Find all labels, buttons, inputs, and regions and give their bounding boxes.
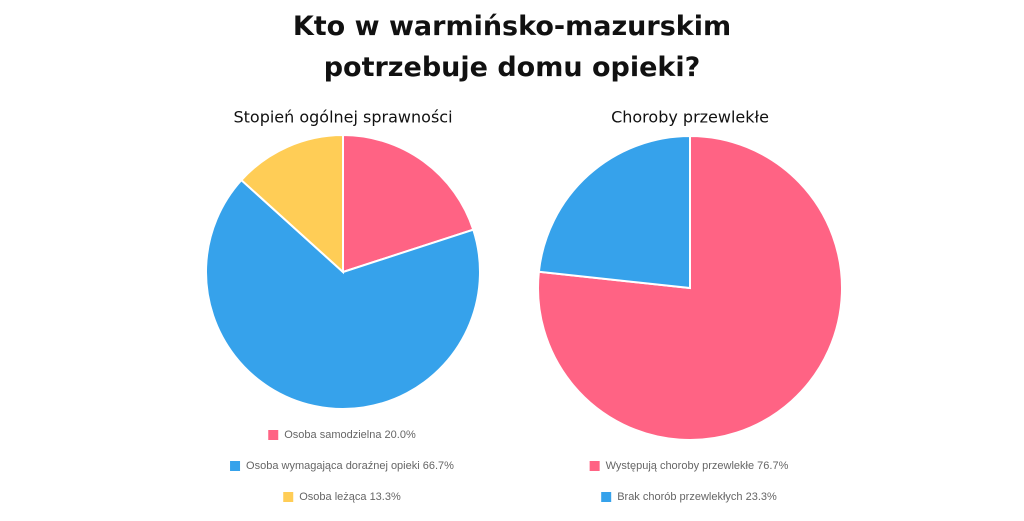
- chart-title: Stopień ogólnej sprawności: [233, 108, 452, 127]
- legend-value: 66.7%: [423, 460, 454, 472]
- legend-label: Osoba wymagająca doraźnej opieki 66.7%: [246, 460, 454, 472]
- legend-value: 76.7%: [757, 460, 788, 472]
- legend-swatch: [589, 461, 600, 471]
- pie-slice: [239, 133, 344, 275]
- pie-slice: [537, 134, 691, 290]
- pie-slice: [342, 133, 475, 274]
- legend-name: Osoba leżąca: [299, 491, 367, 503]
- legend-label: Brak chorób przewlekłych 23.3%: [617, 491, 777, 503]
- legend-swatch: [230, 461, 241, 471]
- legend-item: Osoba wymagająca doraźnej opieki 66.7%: [230, 460, 454, 472]
- legend-swatch: [601, 492, 612, 502]
- legend-item: Osoba samodzielna 20.0%: [268, 429, 416, 441]
- legend-value: 23.3%: [746, 491, 777, 503]
- legend-item: Osoba leżąca 13.3%: [283, 491, 401, 503]
- legend-swatch: [268, 430, 279, 440]
- legend-value: 20.0%: [385, 429, 416, 441]
- chart-title: Choroby przewlekłe: [611, 108, 769, 127]
- legend-value: 13.3%: [370, 491, 401, 503]
- legend-item: Brak chorób przewlekłych 23.3%: [601, 491, 777, 503]
- legend-name: Brak chorób przewlekłych: [617, 491, 742, 503]
- legend-label: Osoba leżąca 13.3%: [299, 491, 401, 503]
- legend-label: Występują choroby przewlekłe 76.7%: [606, 460, 789, 472]
- legend-name: Osoba wymagająca doraźnej opieki: [246, 460, 420, 472]
- pie-slice: [205, 178, 481, 410]
- legend-name: Występują choroby przewlekłe: [606, 460, 754, 472]
- legend-item: Występują choroby przewlekłe 76.7%: [589, 460, 789, 472]
- page-title: Kto w warmińsko-mazurskim potrzebuje dom…: [292, 11, 732, 83]
- legend-swatch: [283, 492, 294, 502]
- legend-label: Osoba samodzielna 20.0%: [284, 429, 416, 441]
- legend-name: Osoba samodzielna: [284, 429, 382, 441]
